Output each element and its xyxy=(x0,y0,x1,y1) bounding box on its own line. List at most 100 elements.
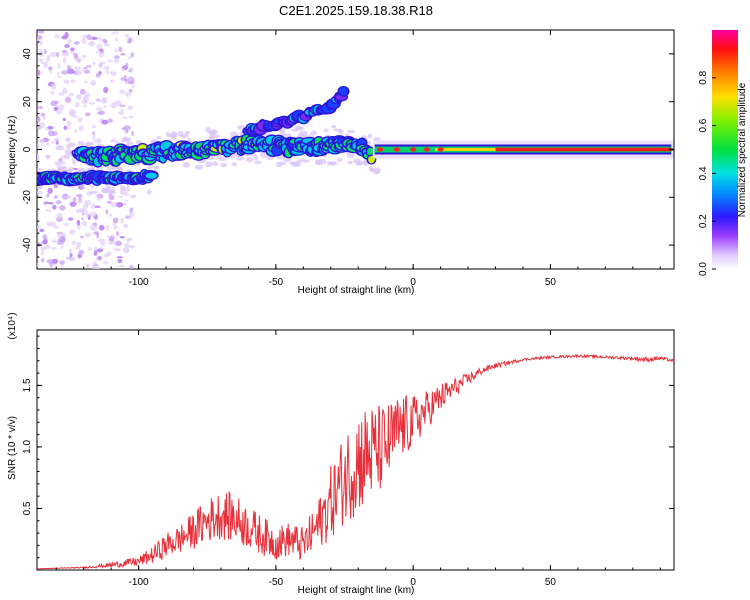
noise-speck xyxy=(74,101,80,108)
noise-speck xyxy=(48,130,55,137)
noise-speck xyxy=(127,56,132,60)
noise-speck xyxy=(93,250,98,256)
noise-speck xyxy=(64,222,70,226)
noise-speck xyxy=(118,195,124,199)
noise-speck xyxy=(98,224,105,231)
noise-speck xyxy=(37,69,41,76)
spectrogram-ytick-label: 20 xyxy=(22,96,33,108)
noise-speck xyxy=(69,201,77,207)
noise-speck xyxy=(61,70,69,75)
noise-speck xyxy=(131,84,135,89)
haze-speck xyxy=(135,140,142,145)
haze-speck xyxy=(168,133,175,138)
noise-speck xyxy=(37,190,43,195)
direct-signal-knot xyxy=(377,147,384,152)
haze-speck xyxy=(156,136,162,140)
haze-speck xyxy=(120,186,126,191)
noise-speck xyxy=(94,205,101,209)
noise-speck xyxy=(95,73,101,78)
noise-speck xyxy=(126,249,130,253)
noise-speck xyxy=(38,122,45,129)
haze-speck xyxy=(374,167,381,174)
noise-speck xyxy=(49,221,56,227)
noise-speck xyxy=(70,51,75,55)
noise-speck xyxy=(90,202,96,209)
colorbar-tick-label: 0.2 xyxy=(698,214,709,228)
noise-speck xyxy=(98,51,105,58)
haze-speck xyxy=(205,161,213,168)
spectrogram-xtick-label: 0 xyxy=(410,277,416,288)
noise-speck xyxy=(116,231,120,237)
noise-speck xyxy=(40,112,46,117)
noise-speck xyxy=(130,52,134,58)
noise-speck xyxy=(47,125,54,130)
noise-speck xyxy=(77,200,84,204)
haze-speck xyxy=(194,164,204,170)
noise-speck xyxy=(71,240,77,246)
haze-speck xyxy=(184,130,191,135)
haze-speck xyxy=(88,141,94,146)
noise-speck xyxy=(129,207,134,213)
noise-speck xyxy=(124,199,128,202)
snr-ytick-label: 1.0 xyxy=(22,440,33,454)
noise-speck xyxy=(124,243,131,249)
haze-speck xyxy=(309,130,318,136)
noise-speck xyxy=(62,56,67,64)
colorbar-label: Normalized spectral amplitude xyxy=(737,82,748,217)
noise-speck xyxy=(74,69,82,76)
noise-speck xyxy=(81,67,85,72)
haze-speck xyxy=(37,185,43,191)
haze-speck xyxy=(368,165,374,172)
noise-speck xyxy=(89,224,98,231)
noise-speck xyxy=(102,96,107,102)
noise-speck xyxy=(90,184,95,189)
haze-speck xyxy=(337,157,343,163)
noise-speck xyxy=(74,57,81,62)
haze-speck xyxy=(279,161,287,166)
snr-xtick-label: 50 xyxy=(545,577,557,588)
noise-speck xyxy=(37,263,40,267)
noise-speck xyxy=(76,209,81,213)
noise-speck xyxy=(54,225,59,230)
noise-speck xyxy=(62,117,67,121)
spectrogram-ytick-label: -20 xyxy=(22,190,33,205)
noise-speck xyxy=(49,51,57,57)
noise-speck xyxy=(37,116,41,123)
noise-speck xyxy=(123,125,131,131)
snr-ytick-label: 0.5 xyxy=(22,501,33,515)
noise-speck xyxy=(37,225,41,229)
noise-speck xyxy=(69,253,73,258)
snr-panel: -100 -50 0 50 0.5 1.0 1.5 Height of straight l… xyxy=(7,312,675,596)
noise-speck xyxy=(70,79,76,84)
haze-speck xyxy=(39,138,46,144)
spectrogram-ylabel: Frequency (Hz) xyxy=(7,116,18,185)
noise-speck xyxy=(92,36,98,40)
spectrogram-panel: -100 -50 0 50 -40 -20 0 20 40 Height of straight… xyxy=(7,29,675,296)
haze-speck xyxy=(330,161,336,166)
noise-speck xyxy=(73,52,77,59)
noise-speck xyxy=(113,248,121,252)
haze-speck xyxy=(182,161,191,168)
spectrogram-ytick-label: -40 xyxy=(22,237,33,252)
noise-speck xyxy=(57,75,62,78)
noise-speck xyxy=(85,263,91,269)
snr-frame xyxy=(36,329,675,571)
noise-speck xyxy=(47,187,53,194)
direct-signal-knot xyxy=(423,147,430,152)
noise-speck xyxy=(86,34,92,41)
haze-speck xyxy=(314,159,321,165)
noise-speck xyxy=(93,231,100,235)
noise-speck xyxy=(70,109,77,116)
noise-speck xyxy=(107,235,112,238)
haze-speck xyxy=(72,159,77,165)
noise-speck xyxy=(56,71,61,76)
noise-speck xyxy=(108,194,115,201)
noise-speck xyxy=(39,228,45,233)
noise-speck xyxy=(40,251,45,256)
noise-speck xyxy=(66,65,71,71)
noise-speck xyxy=(114,48,118,53)
haze-speck xyxy=(113,166,123,170)
snr-ytick-label: 1.5 xyxy=(22,378,33,392)
haze-speck xyxy=(64,154,70,160)
